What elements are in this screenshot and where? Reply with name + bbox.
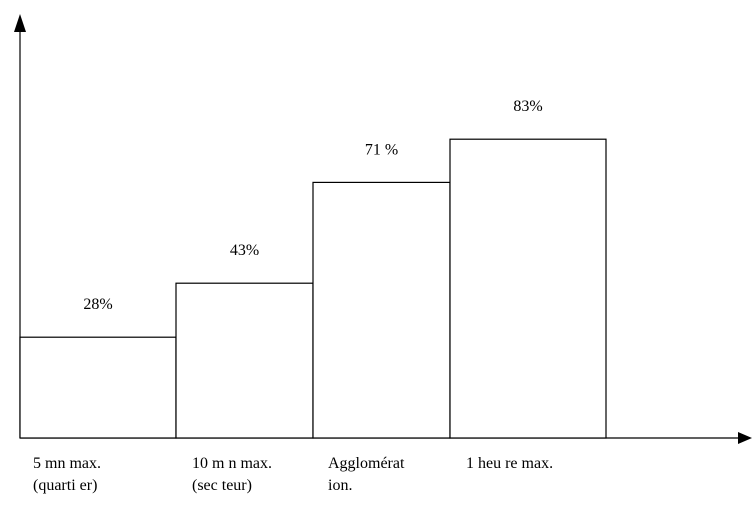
bar-4 [449, 138, 607, 439]
category-label-2-line-2: (sec teur) [192, 477, 252, 494]
category-label-1-line-1: 5 mn max. [33, 455, 101, 472]
value-label-3: 71 % [365, 141, 398, 158]
category-labels: 5 mn max. (quarti er) 10 m n max. (sec teur… [33, 455, 553, 494]
category-label-1-line-2: (quarti er) [33, 477, 97, 494]
bar-3 [312, 181, 451, 439]
category-label-2-line-1: 10 m n max. [192, 455, 272, 472]
category-label-3-line-2: ion. [328, 477, 352, 494]
value-label-2: 43% [230, 242, 259, 259]
category-label-4-line-1: 1 heu re max. [466, 455, 553, 472]
value-labels: 28% 43% 71 % 83% [83, 98, 542, 313]
y-axis-arrow-icon [14, 14, 26, 32]
value-label-1: 28% [83, 296, 112, 313]
category-label-3-line-1: Agglomérat [328, 455, 405, 472]
x-axis-arrow-icon [738, 432, 752, 444]
bars [19, 138, 607, 439]
bar-2 [175, 282, 314, 439]
bar-1 [19, 336, 177, 439]
value-label-4: 83% [513, 98, 542, 115]
